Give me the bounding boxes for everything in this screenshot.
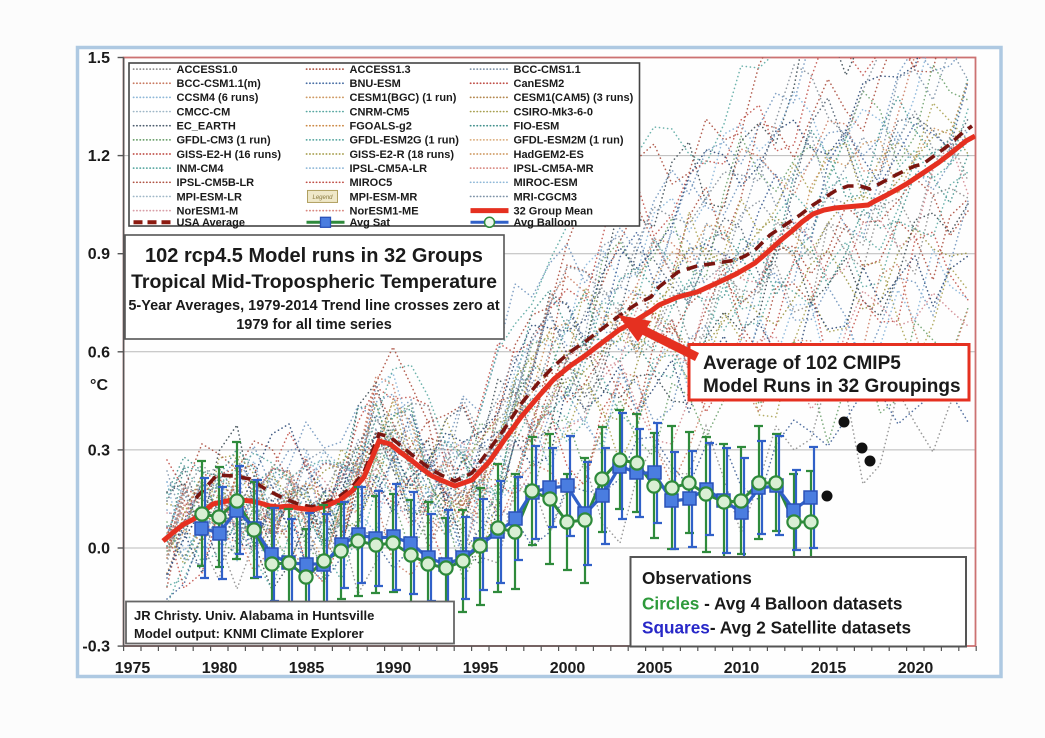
svg-text:1995: 1995 — [463, 660, 499, 677]
svg-text:1.5: 1.5 — [88, 50, 110, 67]
svg-text:2015: 2015 — [811, 660, 847, 677]
svg-text:GISS-E2-R (18 runs): GISS-E2-R (18 runs) — [350, 149, 455, 161]
svg-text:FGOALS-g2: FGOALS-g2 — [350, 121, 412, 133]
svg-text:Model Runs in 32 Groupings: Model Runs in 32 Groupings — [703, 376, 961, 397]
svg-text:MIROC-ESM: MIROC-ESM — [514, 177, 578, 189]
svg-text:GFDL-ESM2G (1 run): GFDL-ESM2G (1 run) — [350, 135, 460, 147]
svg-text:CESM1(CAM5) (3 runs): CESM1(CAM5) (3 runs) — [514, 92, 634, 104]
svg-text:32 Group Mean: 32 Group Mean — [514, 205, 594, 217]
svg-text:BNU-ESM: BNU-ESM — [350, 78, 401, 90]
svg-text:CCSM4 (6 runs): CCSM4 (6 runs) — [177, 92, 259, 104]
svg-text:2005: 2005 — [637, 660, 673, 677]
svg-text:IPSL-CM5A-MR: IPSL-CM5A-MR — [514, 163, 594, 175]
svg-text:0.9: 0.9 — [88, 246, 110, 263]
svg-text:JR Christy. Univ. Alabama in H: JR Christy. Univ. Alabama in Huntsville — [134, 608, 374, 623]
svg-text:BCC-CMS1.1: BCC-CMS1.1 — [514, 64, 581, 76]
svg-text:0.0: 0.0 — [88, 541, 110, 558]
svg-text:-0.3: -0.3 — [82, 639, 110, 656]
svg-text:NorESM1-M: NorESM1-M — [177, 205, 239, 217]
svg-text:102 rcp4.5 Model runs in 32 Gr: 102 rcp4.5 Model runs in 32 Groups — [145, 245, 483, 267]
svg-text:0.6: 0.6 — [88, 344, 110, 361]
svg-text:Avg Balloon: Avg Balloon — [514, 217, 578, 229]
svg-text:GFDL-ESM2M (1 run): GFDL-ESM2M (1 run) — [514, 135, 624, 147]
svg-text:CMCC-CM: CMCC-CM — [177, 106, 231, 118]
svg-text:BCC-CSM1.1(m): BCC-CSM1.1(m) — [177, 78, 262, 90]
svg-text:1990: 1990 — [376, 660, 412, 677]
svg-text:MRI-CGCM3: MRI-CGCM3 — [514, 191, 578, 203]
svg-text:USA Average: USA Average — [177, 217, 245, 229]
svg-text:1985: 1985 — [289, 660, 325, 677]
svg-text:GFDL-CM3 (1 run): GFDL-CM3 (1 run) — [177, 135, 271, 147]
svg-text:1980: 1980 — [202, 660, 238, 677]
svg-text:Squares- Avg 2 Satellite datas: Squares- Avg 2 Satellite datasets — [642, 618, 911, 638]
svg-text:GISS-E2-H (16 runs): GISS-E2-H (16 runs) — [177, 149, 282, 161]
svg-text:HadGEM2-ES: HadGEM2-ES — [514, 149, 584, 161]
svg-text:Legend: Legend — [312, 195, 333, 201]
svg-text:2010: 2010 — [724, 660, 760, 677]
svg-text:CanESM2: CanESM2 — [514, 78, 565, 90]
svg-text:MIROC5: MIROC5 — [350, 177, 393, 189]
svg-text:Avg Sat: Avg Sat — [350, 217, 391, 229]
svg-text:Model output: KNMI Climate Exp: Model output: KNMI Climate Explorer — [134, 626, 364, 641]
svg-text:2020: 2020 — [898, 660, 934, 677]
svg-text:NorESM1-ME: NorESM1-ME — [350, 205, 419, 217]
svg-text:IPSL-CM5A-LR: IPSL-CM5A-LR — [350, 163, 428, 175]
svg-text:MPI-ESM-MR: MPI-ESM-MR — [350, 191, 418, 203]
svg-text:°C: °C — [90, 377, 108, 394]
svg-text:1975: 1975 — [115, 660, 151, 677]
svg-text:Observations: Observations — [642, 568, 752, 588]
svg-text:5-Year Averages, 1979-2014 Tre: 5-Year Averages, 1979-2014 Trend line cr… — [128, 298, 499, 314]
svg-text:1979 for all time series: 1979 for all time series — [236, 317, 392, 333]
svg-text:ACCESS1.3: ACCESS1.3 — [350, 64, 411, 76]
svg-text:CESM1(BGC) (1 run): CESM1(BGC) (1 run) — [350, 92, 457, 104]
svg-text:CNRM-CM5: CNRM-CM5 — [350, 106, 410, 118]
svg-text:Average of 102 CMIP5: Average of 102 CMIP5 — [703, 353, 901, 374]
svg-text:1.2: 1.2 — [88, 148, 110, 165]
svg-text:ACCESS1.0: ACCESS1.0 — [177, 64, 238, 76]
svg-text:IPSL-CM5B-LR: IPSL-CM5B-LR — [177, 177, 255, 189]
svg-text:MPI-ESM-LR: MPI-ESM-LR — [177, 191, 242, 203]
svg-text:Tropical Mid-Tropospheric Temp: Tropical Mid-Tropospheric Temperature — [131, 271, 497, 293]
svg-text:FIO-ESM: FIO-ESM — [514, 121, 560, 133]
svg-text:0.3: 0.3 — [88, 442, 110, 459]
svg-text:INM-CM4: INM-CM4 — [177, 163, 225, 175]
svg-text:2000: 2000 — [550, 660, 586, 677]
svg-text:CSIRO-Mk3-6-0: CSIRO-Mk3-6-0 — [514, 106, 593, 118]
svg-text:EC_EARTH: EC_EARTH — [177, 121, 236, 133]
svg-text:Circles - Avg 4 Balloon datase: Circles - Avg 4 Balloon datasets — [642, 594, 902, 614]
